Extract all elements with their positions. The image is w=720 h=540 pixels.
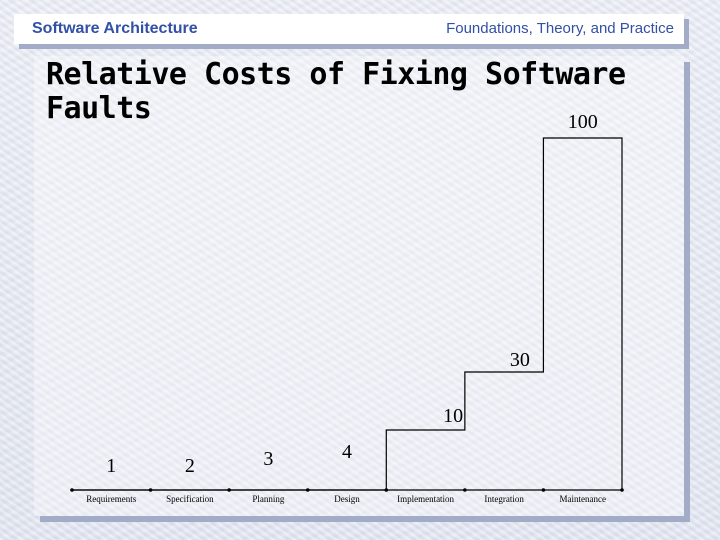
step-line <box>72 137 623 491</box>
data-label: 10 <box>443 405 463 427</box>
content-panel <box>34 56 684 516</box>
x-tick-label: Requirements <box>86 494 136 504</box>
x-tick-label: Integration <box>484 494 524 504</box>
data-label: 30 <box>510 349 530 371</box>
x-tick <box>148 488 153 492</box>
header-bar: Software Architecture Foundations, Theor… <box>14 14 684 44</box>
x-tick-label: Maintenance <box>559 494 605 504</box>
slide-title: Relative Costs of Fixing Software Faults <box>46 57 626 126</box>
x-tick <box>620 488 624 492</box>
x-tick-label: Implementation <box>397 494 454 504</box>
data-label: 1 <box>106 455 116 477</box>
header-course-title: Software Architecture <box>32 20 198 37</box>
x-tick-label: Planning <box>252 494 285 504</box>
x-tick <box>463 488 467 492</box>
x-tick-label: Design <box>334 494 360 504</box>
data-label: 100 <box>568 111 598 133</box>
data-label: 4 <box>342 441 352 463</box>
data-label: 2 <box>185 455 195 477</box>
header-subtitle: Foundations, Theory, and Practice <box>446 20 674 37</box>
x-tick-label: Specification <box>166 494 214 504</box>
x-tick <box>384 488 389 492</box>
data-label: 3 <box>263 448 273 470</box>
x-tick <box>227 488 231 492</box>
x-tick <box>70 488 74 492</box>
x-tick <box>541 488 546 492</box>
x-tick <box>305 488 310 492</box>
